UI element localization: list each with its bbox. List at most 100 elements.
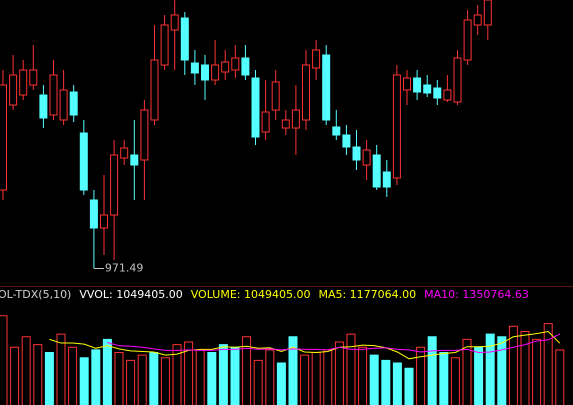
candle-body: [261, 111, 270, 133]
indicator-label: VOLUME: 1049405.00: [191, 288, 311, 301]
candle-body: [463, 19, 472, 61]
volume-bar: [21, 336, 31, 405]
volume-bar: [56, 333, 66, 405]
volume-bar: [392, 362, 402, 405]
volume-bar: [160, 357, 170, 405]
candle-body: [231, 57, 240, 71]
volume-bar: [91, 349, 101, 405]
candle-body: [413, 77, 422, 93]
volume-bar: [532, 338, 542, 405]
candle-body: [89, 199, 98, 229]
volume-bar: [0, 315, 8, 405]
volume-bar: [172, 344, 182, 405]
candle-body: [291, 109, 300, 129]
volume-bar: [543, 323, 553, 405]
candle-body: [473, 14, 482, 26]
volume-bar: [265, 349, 275, 405]
indicator-label: VVOL: 1049405.00: [79, 288, 182, 301]
volume-bar: [288, 336, 298, 405]
volume-bar: [346, 333, 356, 405]
candle-body: [39, 94, 48, 119]
volume-bar: [44, 352, 54, 405]
volume-bar: [358, 346, 368, 405]
volume-bar: [149, 352, 159, 405]
candle-body: [302, 64, 310, 121]
volume-bar: [207, 352, 217, 405]
volume-bar: [126, 359, 136, 405]
indicator-label: MA10: 1350764.63: [424, 288, 529, 301]
volume-bar: [218, 344, 228, 405]
candle-body: [382, 171, 391, 188]
candle-body: [362, 149, 371, 166]
candle-body: [251, 77, 260, 138]
volume-bar: [195, 349, 205, 405]
candle-body: [190, 62, 199, 74]
candle-body: [201, 64, 209, 81]
volume-bar: [184, 341, 194, 405]
candle-body: [100, 214, 108, 229]
candle-body: [241, 57, 250, 76]
volume-bar: [10, 346, 20, 405]
price-panel: 971.49: [0, 0, 492, 275]
candle-body: [59, 89, 68, 121]
candle-body: [392, 74, 401, 179]
volume-bar: [68, 346, 78, 405]
candle-body: [372, 154, 381, 188]
candle-body: [130, 154, 139, 166]
candle-body: [423, 84, 432, 94]
volume-bar: [450, 357, 460, 405]
candle-body: [342, 134, 351, 148]
volume-bar: [439, 352, 449, 405]
volume-bar: [300, 354, 310, 405]
volume-bar: [404, 367, 414, 405]
candle-body: [79, 132, 88, 191]
volume-bar: [114, 352, 124, 405]
candle-body: [19, 69, 28, 96]
candle-body: [150, 59, 159, 121]
volume-bar: [520, 331, 530, 405]
ma-line: [107, 333, 561, 354]
volume-bar: [369, 354, 379, 405]
candle-body: [332, 126, 341, 136]
candle-body: [9, 74, 18, 106]
volume-bar: [508, 325, 518, 405]
candle-body: [160, 24, 169, 66]
candle-body: [433, 87, 442, 99]
volume-bar: [242, 336, 252, 405]
candle-body: [443, 89, 452, 101]
candle-body: [453, 57, 462, 103]
volume-bar: [253, 359, 263, 405]
ma-line: [49, 330, 561, 360]
candle-body: [69, 91, 78, 116]
candle-body: [211, 64, 220, 81]
low-label: 971.49: [105, 262, 143, 275]
candle-body: [29, 69, 38, 86]
candle-body: [221, 61, 230, 73]
candle-body: [281, 119, 290, 129]
candle-body: [110, 154, 119, 216]
indicator-label: OL-TDX(5,10): [0, 288, 71, 301]
volume-bar: [485, 333, 495, 405]
candle-body: [120, 147, 129, 159]
candle-body: [271, 81, 280, 111]
volume-bar: [416, 346, 426, 405]
candle-body: [170, 14, 179, 31]
candle-body: [322, 54, 331, 121]
candle-body: [352, 146, 361, 161]
volume-bar: [381, 359, 391, 405]
candle-body: [312, 49, 321, 69]
candle-body: [403, 77, 411, 91]
candle-body: [483, 0, 492, 26]
volume-bar: [427, 336, 437, 405]
volume-bar: [33, 344, 43, 405]
volume-bar: [79, 357, 89, 405]
indicator-header: OL-TDX(5,10) VVOL: 1049405.00 VOLUME: 1049…: [0, 288, 529, 301]
candle-body: [49, 74, 58, 116]
volume-bar: [334, 341, 344, 405]
volume-bar: [102, 338, 112, 405]
volume-bar: [462, 338, 472, 405]
indicator-label: MA5: 1177064.00: [318, 288, 416, 301]
candle-body: [0, 84, 7, 191]
volume-bar: [137, 354, 147, 405]
